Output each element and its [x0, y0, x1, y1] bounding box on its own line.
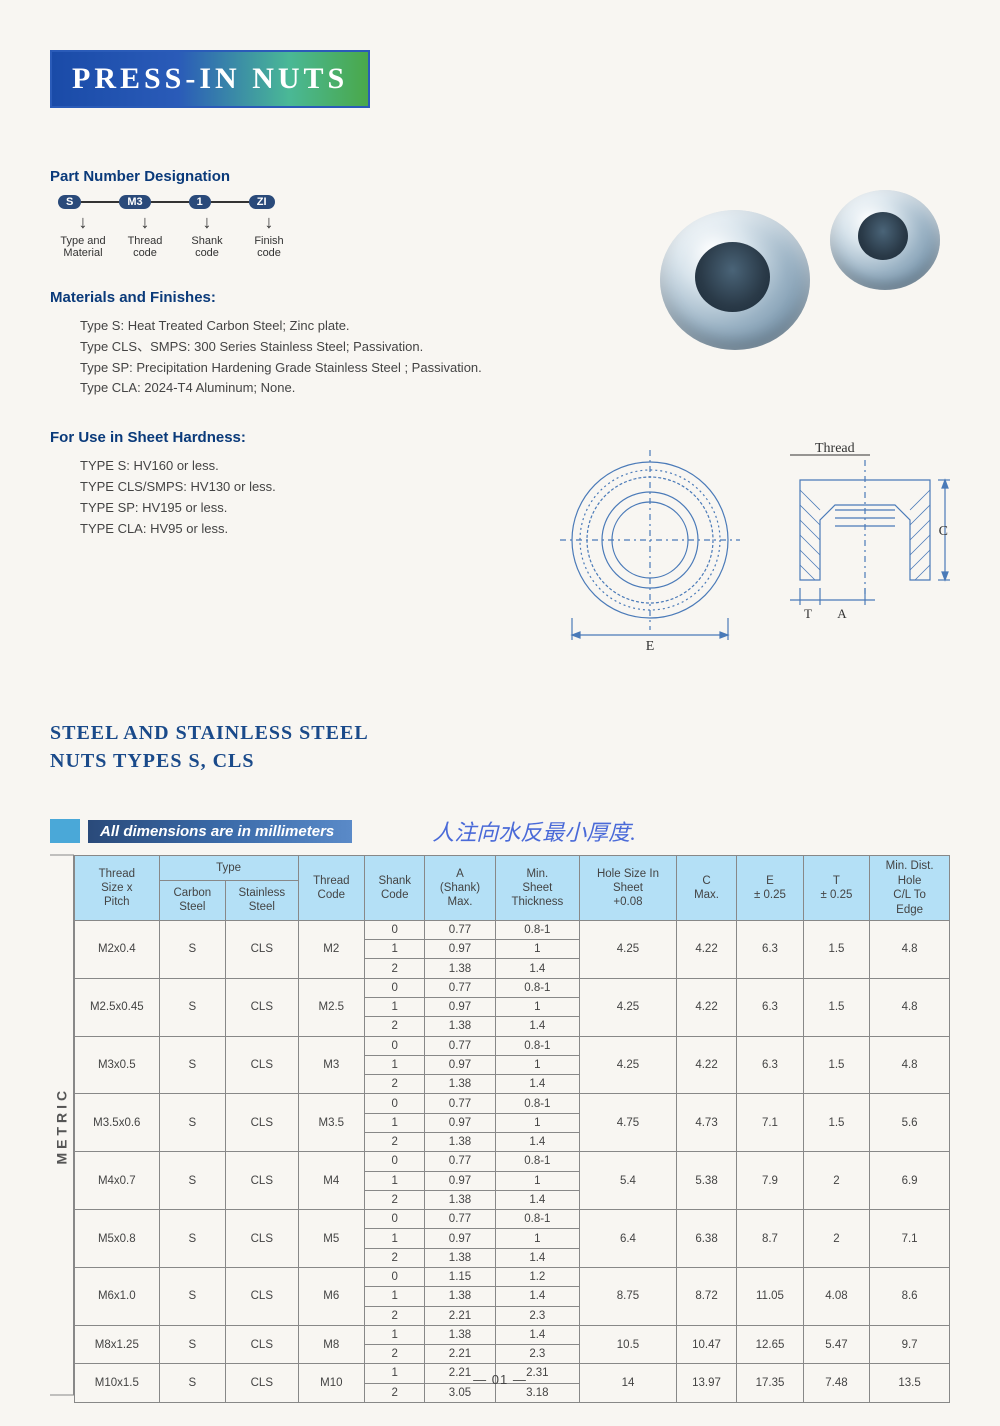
dim-label-c: C — [939, 524, 948, 539]
pnd-label: ↓Shankcode — [176, 211, 238, 259]
pnd-pill-thread: M3 — [119, 195, 150, 209]
th-type: Type — [159, 856, 298, 880]
page-title-banner: PRESS-IN NUTS — [50, 50, 370, 108]
pnd-label: ↓Finishcode — [238, 211, 300, 259]
dim-label-e: E — [646, 639, 655, 654]
dim-banner-square — [50, 819, 80, 843]
section-heading: STEEL AND STAINLESS STEELNUTS TYPES S, C… — [50, 719, 950, 775]
dim-banner-text: All dimensions are in millimeters — [88, 820, 352, 843]
th-holesize: Hole Size InSheet+0.08 — [580, 856, 677, 921]
th-e: E± 0.25 — [737, 856, 803, 921]
table-row: M2x0.4SCLSM200.770.8-14.254.226.31.54.8 — [75, 920, 950, 939]
th-stainless: StainlessSteel — [226, 880, 299, 920]
table-row: M4x0.7SCLSM400.770.8-15.45.387.926.9 — [75, 1152, 950, 1171]
table-row: M3.5x0.6SCLSM3.500.770.8-14.754.737.11.5… — [75, 1094, 950, 1113]
table-row: M6x1.0SCLSM601.151.28.758.7211.054.088.6 — [75, 1267, 950, 1286]
handwriting-note: 人注向水反最小厚度. — [432, 815, 636, 847]
pnd-label: ↓Type andMaterial — [52, 211, 114, 259]
pnd-heading: Part Number Designation — [50, 168, 950, 185]
th-minsheet: Min.SheetThickness — [495, 856, 580, 921]
table-row: M8x1.25SCLSM811.381.410.510.4712.655.479… — [75, 1325, 950, 1344]
th-t: T± 0.25 — [803, 856, 869, 921]
dim-label-thread: Thread — [815, 441, 855, 456]
table-row: M3x0.5SCLSM300.770.8-14.254.226.31.54.8 — [75, 1036, 950, 1055]
th-threadcode: ThreadCode — [298, 856, 364, 921]
th-carbon: CarbonSteel — [159, 880, 225, 920]
metric-vertical-label: METRIC — [50, 855, 74, 1396]
pnd-label: ↓Threadcode — [114, 211, 176, 259]
th-shankcode: ShankCode — [365, 856, 425, 921]
pnd-pill-shank: 1 — [189, 195, 211, 209]
th-c: CMax. — [676, 856, 736, 921]
th-thread: ThreadSize xPitch — [75, 856, 160, 921]
table-row: M2.5x0.45SCLSM2.500.770.8-14.254.226.31.… — [75, 978, 950, 997]
spec-table: ThreadSize xPitch Type ThreadCode ShankC… — [74, 855, 950, 1403]
materials-line: Type CLA: 2024-T4 Aluminum; None. — [80, 378, 950, 399]
dim-label-a: A — [837, 606, 847, 621]
materials-line: Type SP: Precipitation Hardening Grade S… — [80, 358, 950, 379]
th-mindist: Min. Dist.HoleC/L ToEdge — [870, 856, 950, 921]
table-row: M5x0.8SCLSM500.770.8-16.46.388.727.1 — [75, 1210, 950, 1229]
dim-label-t: T — [804, 606, 812, 621]
th-a: A(Shank)Max. — [425, 856, 495, 921]
pnd-pill-type: S — [58, 195, 81, 209]
product-photo-group — [660, 190, 940, 360]
technical-diagrams: E Thread — [550, 440, 950, 670]
pnd-pill-finish: ZI — [249, 195, 275, 209]
page-number: — 01 — — [473, 1372, 527, 1387]
nut-photo-small — [830, 190, 940, 290]
nut-photo-large — [660, 210, 810, 350]
